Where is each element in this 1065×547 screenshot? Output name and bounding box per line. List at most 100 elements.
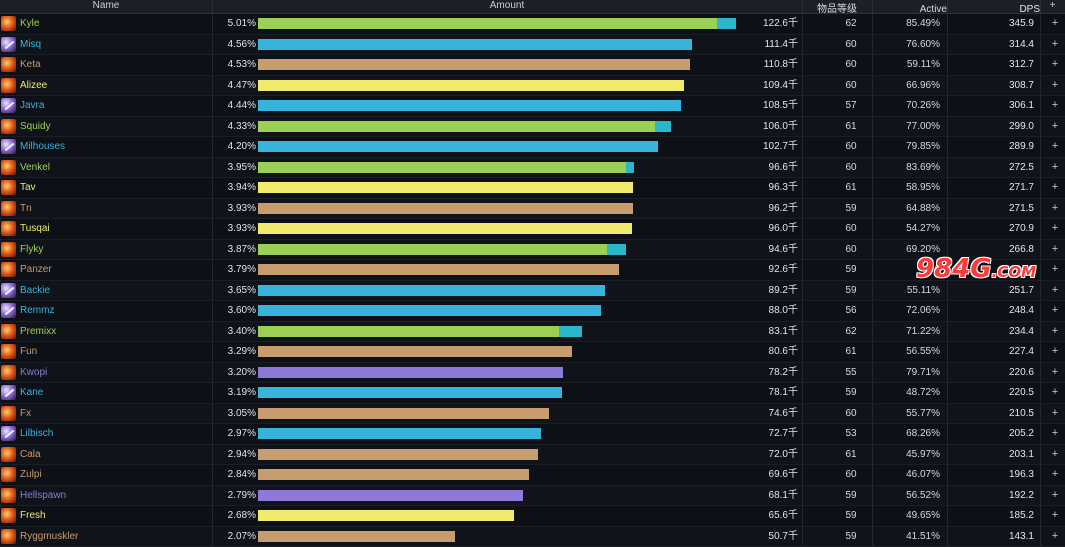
header-active[interactable]: Active (872, 0, 948, 13)
column-divider (802, 55, 803, 75)
damage-bar-track (258, 449, 758, 460)
expand-row-button[interactable]: + (1049, 322, 1061, 342)
expand-row-button[interactable]: + (1049, 76, 1061, 96)
expand-row-button[interactable]: + (1049, 506, 1061, 526)
expand-row-button[interactable]: + (1049, 404, 1061, 424)
expand-row-button[interactable]: + (1049, 383, 1061, 403)
column-divider (802, 465, 803, 485)
expand-row-button[interactable]: + (1049, 486, 1061, 506)
expand-row-button[interactable]: + (1049, 527, 1061, 547)
column-divider (872, 363, 873, 383)
expand-row-button[interactable]: + (1049, 96, 1061, 116)
damage-percent: 3.29% (226, 342, 256, 362)
pet-damage-bar (607, 244, 626, 255)
column-divider (947, 322, 948, 342)
column-divider (212, 424, 213, 444)
expand-row-button[interactable]: + (1049, 342, 1061, 362)
header-item-level[interactable]: 物品等级 (802, 0, 873, 13)
expand-row-button[interactable]: + (1049, 240, 1061, 260)
damage-bar (258, 80, 684, 91)
expand-row-button[interactable]: + (1049, 445, 1061, 465)
column-divider (802, 445, 803, 465)
damage-amount: 88.0千 (738, 301, 798, 321)
damage-bar (258, 449, 538, 460)
expand-row-button[interactable]: + (1049, 363, 1061, 383)
column-divider (1040, 527, 1041, 547)
damage-bar-track (258, 367, 758, 378)
column-divider (872, 199, 873, 219)
dps-value: 271.7 (980, 178, 1034, 198)
column-divider (947, 178, 948, 198)
expand-row-button[interactable]: + (1049, 281, 1061, 301)
damage-amount: 106.0千 (738, 117, 798, 137)
column-divider (872, 260, 873, 280)
expand-row-button[interactable]: + (1049, 301, 1061, 321)
expand-row-button[interactable]: + (1049, 158, 1061, 178)
damage-percent: 3.93% (226, 199, 256, 219)
column-divider (947, 219, 948, 239)
column-divider (1040, 363, 1041, 383)
expand-row-button[interactable]: + (1049, 117, 1061, 137)
column-divider (1040, 383, 1041, 403)
column-divider (212, 240, 213, 260)
expand-row-button[interactable]: + (1049, 178, 1061, 198)
expand-row-button[interactable]: + (1049, 35, 1061, 55)
expand-row-button[interactable]: + (1049, 55, 1061, 75)
damage-bar-track (258, 59, 758, 70)
column-divider (872, 76, 873, 96)
header-dps[interactable]: DPS (947, 0, 1041, 13)
column-divider (872, 117, 873, 137)
column-divider (212, 137, 213, 157)
damage-bar-track (258, 326, 758, 337)
header-add-button[interactable]: + (1040, 0, 1065, 13)
expand-row-button[interactable]: + (1049, 137, 1061, 157)
column-divider (947, 117, 948, 137)
damage-amount: 96.3千 (738, 178, 798, 198)
damage-bar-track (258, 305, 758, 316)
fire-icon (1, 467, 16, 482)
expand-row-button[interactable]: + (1049, 424, 1061, 444)
expand-row-button[interactable]: + (1049, 260, 1061, 280)
damage-bar (258, 531, 455, 542)
header-name[interactable]: Name (0, 0, 213, 13)
player-name: Misq (20, 35, 41, 55)
dps-value: 299.0 (980, 117, 1034, 137)
column-divider (947, 383, 948, 403)
header-amount[interactable]: Amount (212, 0, 803, 13)
dps-value: 205.2 (980, 424, 1034, 444)
expand-row-button[interactable]: + (1049, 14, 1061, 34)
expand-row-button[interactable]: + (1049, 199, 1061, 219)
expand-row-button[interactable]: + (1049, 465, 1061, 485)
column-divider (1040, 55, 1041, 75)
player-name: Alizee (20, 76, 47, 96)
expand-row-button[interactable]: + (1049, 219, 1061, 239)
item-level: 59 (830, 527, 872, 547)
damage-bar-track (258, 428, 758, 439)
